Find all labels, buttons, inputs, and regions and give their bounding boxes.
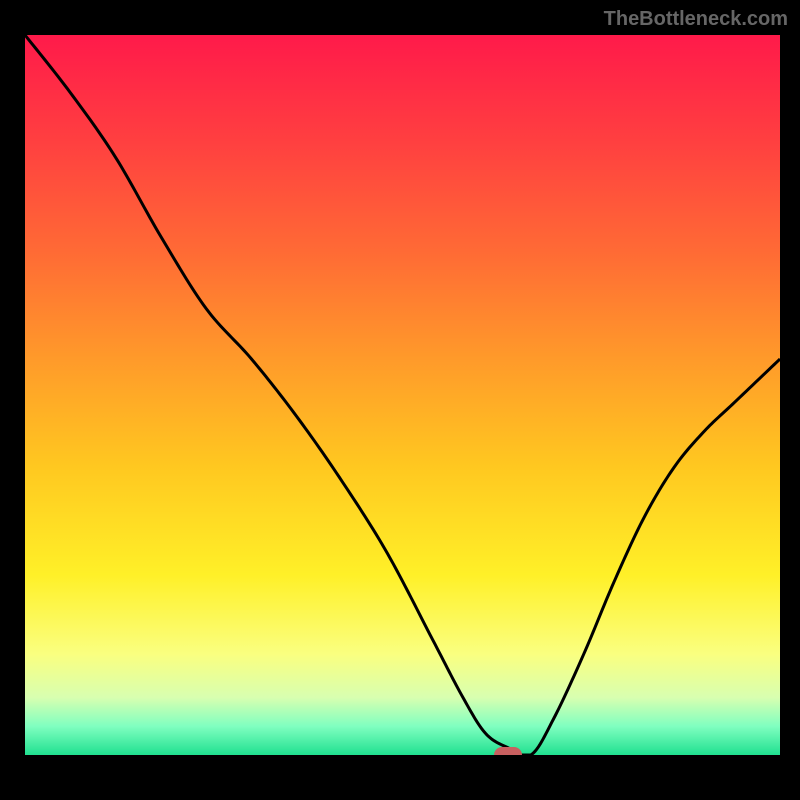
bottleneck-curve [25,35,780,755]
plot-area [25,35,780,755]
watermark-text: TheBottleneck.com [604,8,788,31]
optimal-point-marker [494,747,522,755]
